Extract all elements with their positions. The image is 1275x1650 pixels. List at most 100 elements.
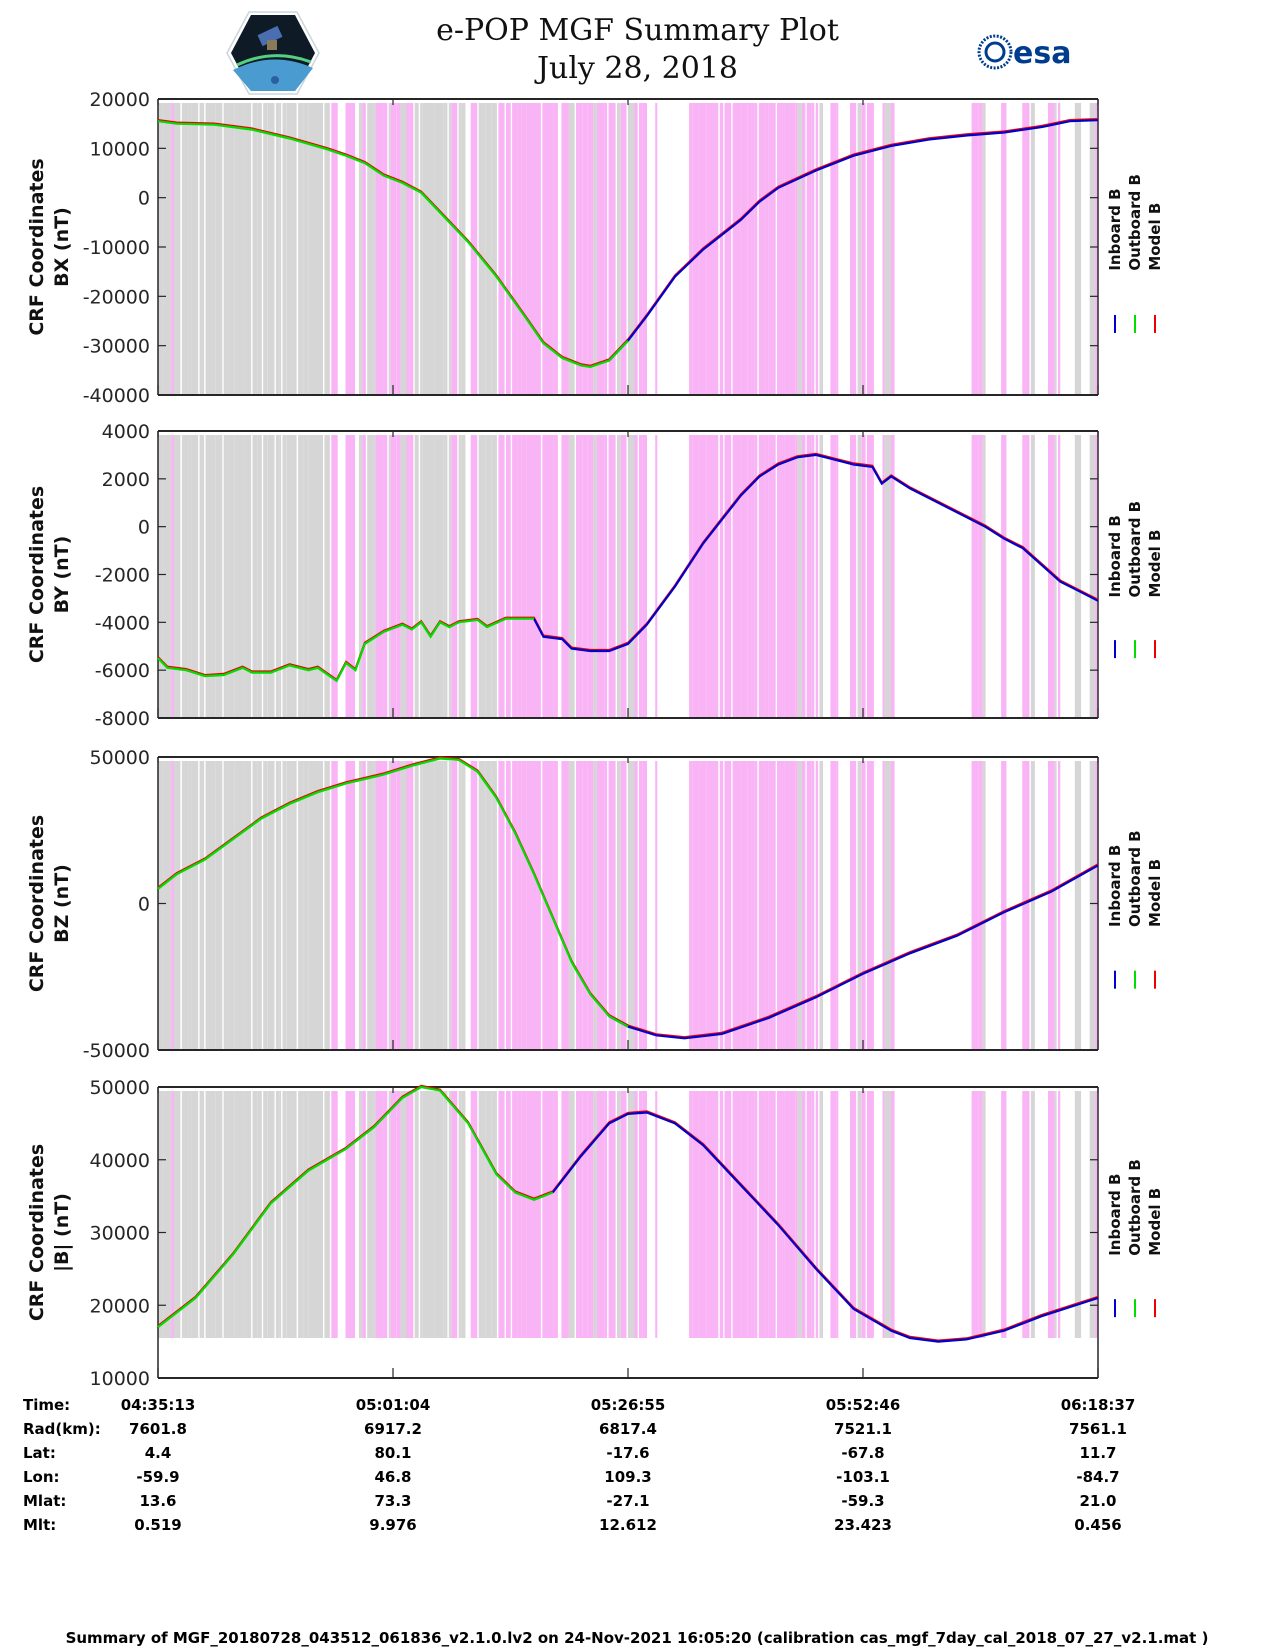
ephemeris-value: -84.7 bbox=[1076, 1468, 1119, 1486]
data-coverage-band bbox=[620, 761, 627, 1050]
data-coverage-band bbox=[526, 103, 534, 395]
data-coverage-band bbox=[534, 1091, 541, 1338]
data-coverage-band bbox=[1089, 103, 1096, 395]
legend-label: Model B bbox=[1146, 1188, 1164, 1256]
data-coverage-band bbox=[561, 103, 569, 395]
data-coverage-band bbox=[291, 761, 297, 1050]
data-coverage-band bbox=[298, 103, 304, 395]
data-coverage-band bbox=[348, 1091, 356, 1338]
data-coverage-band bbox=[1030, 103, 1035, 395]
y-tick-label: 0 bbox=[138, 894, 150, 916]
data-coverage-band bbox=[608, 761, 616, 1050]
data-coverage-band bbox=[439, 103, 444, 395]
data-coverage-band bbox=[439, 435, 444, 718]
y-tick-label: -10000 bbox=[83, 237, 150, 259]
data-coverage-band bbox=[400, 1091, 407, 1338]
data-coverage-band bbox=[223, 435, 228, 718]
data-coverage-band bbox=[521, 103, 527, 395]
data-coverage-band bbox=[593, 435, 597, 718]
data-coverage-band bbox=[812, 103, 815, 395]
data-coverage-band bbox=[604, 761, 608, 1050]
data-coverage-band bbox=[498, 103, 505, 395]
data-coverage-band bbox=[699, 435, 707, 718]
data-coverage-band bbox=[209, 761, 216, 1050]
data-coverage-band bbox=[764, 103, 769, 395]
data-coverage-band bbox=[740, 1091, 748, 1338]
data-coverage-band bbox=[443, 103, 448, 395]
data-coverage-band bbox=[836, 435, 839, 718]
data-coverage-band bbox=[409, 103, 414, 395]
data-coverage-band bbox=[784, 1091, 792, 1338]
data-coverage-band bbox=[191, 1091, 199, 1338]
data-coverage-band bbox=[252, 103, 258, 395]
data-coverage-band bbox=[367, 1091, 374, 1338]
data-coverage-band bbox=[422, 1091, 429, 1338]
data-coverage-band bbox=[275, 761, 280, 1050]
data-coverage-band bbox=[205, 761, 210, 1050]
data-coverage-band bbox=[819, 103, 823, 395]
data-coverage-band bbox=[434, 1091, 440, 1338]
data-coverage-band bbox=[884, 103, 891, 395]
data-coverage-band bbox=[282, 761, 287, 1050]
data-coverage-band bbox=[422, 435, 429, 718]
data-coverage-band bbox=[234, 103, 238, 395]
data-coverage-band bbox=[227, 761, 235, 1050]
data-coverage-band bbox=[639, 1091, 643, 1338]
data-coverage-band bbox=[1089, 761, 1096, 1050]
data-coverage-band bbox=[771, 761, 776, 1050]
data-coverage-band bbox=[861, 761, 866, 1050]
y-tick-label: 10000 bbox=[90, 1368, 150, 1390]
data-coverage-band bbox=[205, 103, 210, 395]
data-coverage-band bbox=[692, 435, 700, 718]
esa-logo-text: esa bbox=[1013, 36, 1071, 71]
data-coverage-band bbox=[791, 435, 796, 718]
data-coverage-band bbox=[802, 761, 806, 1050]
ephemeris-value: 7521.1 bbox=[834, 1420, 892, 1438]
data-coverage-band bbox=[373, 103, 376, 395]
data-coverage-band bbox=[400, 435, 407, 718]
legend-label: Model B bbox=[1146, 530, 1164, 598]
data-coverage-band bbox=[439, 1091, 444, 1338]
ephemeris-value: 46.8 bbox=[374, 1468, 411, 1486]
data-coverage-band bbox=[1054, 103, 1057, 395]
data-coverage-band bbox=[689, 761, 693, 1050]
data-coverage-band bbox=[791, 103, 796, 395]
data-coverage-band bbox=[234, 1091, 238, 1338]
data-coverage-band bbox=[470, 761, 474, 1050]
data-coverage-band bbox=[478, 435, 486, 718]
data-coverage-band bbox=[777, 1091, 785, 1338]
data-coverage-band bbox=[158, 761, 164, 1050]
data-coverage-band bbox=[308, 435, 316, 718]
data-coverage-band bbox=[252, 435, 258, 718]
data-coverage-band bbox=[754, 103, 758, 395]
data-coverage-band bbox=[298, 761, 304, 1050]
data-coverage-band bbox=[188, 435, 192, 718]
data-coverage-band bbox=[884, 435, 891, 718]
data-coverage-band bbox=[171, 103, 174, 395]
data-coverage-band bbox=[443, 435, 448, 718]
data-coverage-band bbox=[422, 103, 429, 395]
data-coverage-band bbox=[282, 435, 287, 718]
data-coverage-band bbox=[451, 435, 458, 718]
data-coverage-band bbox=[553, 1091, 558, 1338]
data-coverage-band bbox=[181, 761, 189, 1050]
ephemeris-row-label: Time: bbox=[23, 1396, 70, 1414]
ephemeris-value: 7601.8 bbox=[129, 1420, 187, 1438]
data-coverage-band bbox=[275, 103, 280, 395]
data-coverage-band bbox=[784, 103, 792, 395]
data-coverage-band bbox=[331, 761, 338, 1050]
data-coverage-band bbox=[546, 1091, 554, 1338]
data-coverage-band bbox=[815, 1091, 819, 1338]
data-coverage-band bbox=[517, 761, 522, 1050]
data-coverage-band bbox=[587, 761, 594, 1050]
data-coverage-band bbox=[777, 103, 785, 395]
y-axis-label: BX (nT) bbox=[51, 207, 73, 287]
data-coverage-band bbox=[390, 761, 397, 1050]
data-coverage-band bbox=[815, 103, 819, 395]
data-coverage-band bbox=[699, 761, 707, 1050]
data-coverage-band bbox=[163, 1091, 172, 1338]
data-coverage-band bbox=[244, 1091, 252, 1338]
data-coverage-band bbox=[291, 435, 297, 718]
data-coverage-band bbox=[764, 435, 769, 718]
data-coverage-band bbox=[526, 435, 534, 718]
